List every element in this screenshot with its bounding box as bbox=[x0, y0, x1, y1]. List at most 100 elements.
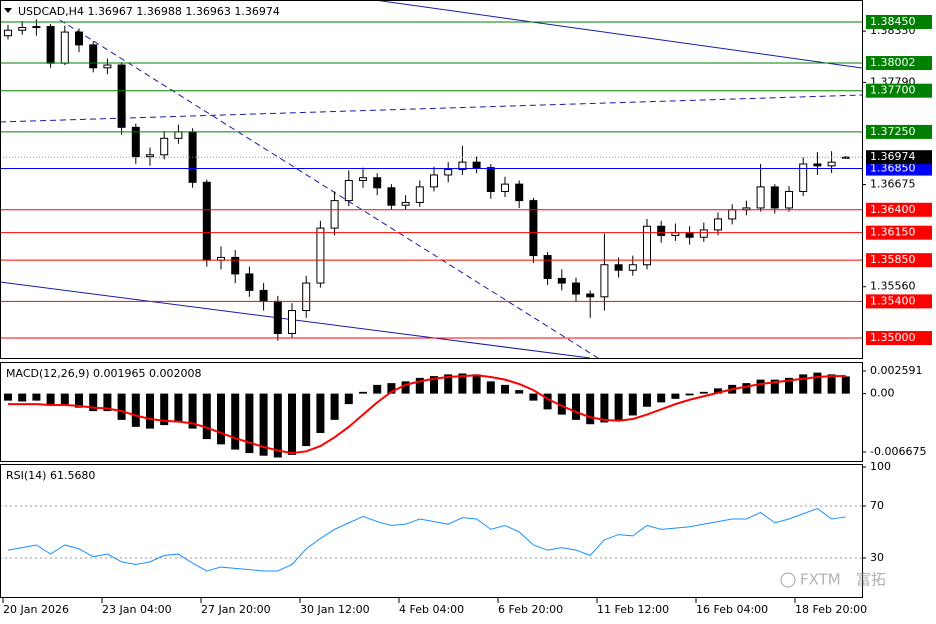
y-tick-label: 1.35560 bbox=[870, 280, 916, 293]
macd-bar bbox=[401, 381, 410, 394]
y-tick-label: -0.006675 bbox=[870, 445, 926, 458]
macd-bar bbox=[430, 376, 438, 394]
trendline bbox=[0, 94, 862, 123]
macd-bar bbox=[160, 393, 169, 426]
candle-body bbox=[18, 26, 27, 31]
macd-bar bbox=[259, 393, 268, 456]
rsi-title: RSI(14) 61.5680 bbox=[6, 469, 95, 482]
y-tick-label: 0.00 bbox=[870, 387, 895, 400]
macd-bar bbox=[288, 393, 296, 455]
macd-bar bbox=[643, 393, 651, 407]
trendline bbox=[374, 0, 862, 69]
candle-body bbox=[60, 31, 69, 64]
candle-body bbox=[89, 44, 98, 69]
macd-bar bbox=[444, 374, 453, 394]
menu-arrow[interactable] bbox=[4, 8, 12, 13]
candle-body bbox=[146, 154, 154, 158]
macd-bar bbox=[600, 393, 609, 423]
candle-body bbox=[699, 229, 708, 238]
candle-body bbox=[344, 179, 353, 202]
level-label: 1.38002 bbox=[870, 56, 916, 69]
candle-body bbox=[103, 64, 112, 69]
level-label-box bbox=[866, 331, 932, 346]
candle-body bbox=[486, 167, 495, 192]
candle-body bbox=[117, 64, 126, 128]
macd-bar bbox=[813, 372, 822, 394]
macd-bar bbox=[770, 379, 779, 394]
y-tick-label: 100 bbox=[870, 460, 891, 473]
candle-body bbox=[131, 126, 140, 158]
candle-body bbox=[756, 186, 765, 209]
trendline bbox=[59, 19, 599, 358]
watermark: FXTM 富拓 bbox=[780, 571, 886, 589]
macd-bar bbox=[188, 393, 197, 429]
time-label: 18 Feb 20:00 bbox=[795, 603, 867, 616]
macd-bar bbox=[131, 393, 140, 427]
level-label: 1.35000 bbox=[870, 331, 916, 344]
y-tick-label: 30 bbox=[870, 551, 884, 564]
candle-body bbox=[628, 264, 637, 271]
time-label: 6 Feb 20:00 bbox=[498, 603, 563, 616]
time-label: 30 Jan 12:00 bbox=[300, 603, 370, 616]
macd-bar bbox=[529, 393, 538, 401]
y-tick-label: 1.36675 bbox=[870, 178, 916, 191]
candle-body bbox=[330, 200, 339, 229]
level-label-box bbox=[866, 124, 932, 139]
candle-body bbox=[202, 181, 211, 261]
macd-bar bbox=[231, 393, 240, 450]
candle-body bbox=[515, 183, 524, 202]
candle-body bbox=[472, 161, 481, 169]
candle-body bbox=[458, 161, 467, 170]
macd-bar bbox=[330, 393, 339, 420]
candle-body bbox=[572, 282, 580, 295]
candle-body bbox=[770, 186, 779, 209]
candle-body bbox=[529, 200, 538, 257]
candle-body bbox=[444, 168, 453, 176]
candle-body bbox=[32, 26, 41, 29]
macd-bar bbox=[387, 383, 396, 394]
price-panel-border bbox=[0, 0, 863, 359]
macd-panel-border bbox=[0, 362, 863, 462]
macd-bar bbox=[302, 393, 311, 447]
candle-body bbox=[231, 256, 240, 275]
macd-bar bbox=[685, 393, 694, 396]
macd-bar bbox=[217, 393, 225, 445]
macd-bar bbox=[785, 377, 793, 394]
macd-bar bbox=[614, 393, 623, 420]
level-label-box bbox=[866, 225, 932, 240]
macd-bar bbox=[671, 393, 680, 399]
level-label: 1.37700 bbox=[870, 84, 916, 97]
candle-body bbox=[799, 163, 808, 192]
candle-body bbox=[4, 29, 12, 37]
level-label: 1.37250 bbox=[870, 125, 916, 138]
candle-body bbox=[75, 31, 83, 46]
candle-body bbox=[813, 163, 822, 167]
current-price-box bbox=[866, 150, 932, 165]
macd-signal bbox=[8, 374, 846, 455]
macd-bar bbox=[415, 377, 424, 394]
candle-body bbox=[359, 177, 367, 181]
macd-bar bbox=[316, 393, 325, 433]
time-label: 16 Feb 04:00 bbox=[696, 603, 768, 616]
macd-bar bbox=[515, 390, 524, 394]
macd-bar bbox=[202, 393, 211, 440]
macd-bar bbox=[501, 384, 509, 394]
watermark-logo bbox=[780, 572, 796, 588]
candle-body bbox=[827, 161, 836, 167]
current-price-label: 1.36974 bbox=[870, 150, 916, 163]
macd-bar bbox=[742, 383, 751, 394]
macd-bar bbox=[273, 393, 282, 458]
candle-body bbox=[430, 174, 438, 188]
macd-bar bbox=[46, 393, 55, 406]
macd-bar bbox=[714, 388, 722, 394]
candle-body bbox=[387, 187, 396, 206]
level-label-box bbox=[866, 14, 932, 29]
macd-bar bbox=[4, 393, 12, 401]
price-title: USDCAD,H4 1.36967 1.36988 1.36963 1.3697… bbox=[18, 5, 280, 18]
level-label-box bbox=[866, 253, 932, 268]
macd-bar bbox=[89, 393, 98, 412]
candle-body bbox=[259, 289, 268, 302]
macd-bar bbox=[359, 391, 367, 394]
candle-body bbox=[273, 300, 282, 334]
time-label: 23 Jan 04:00 bbox=[102, 603, 172, 616]
